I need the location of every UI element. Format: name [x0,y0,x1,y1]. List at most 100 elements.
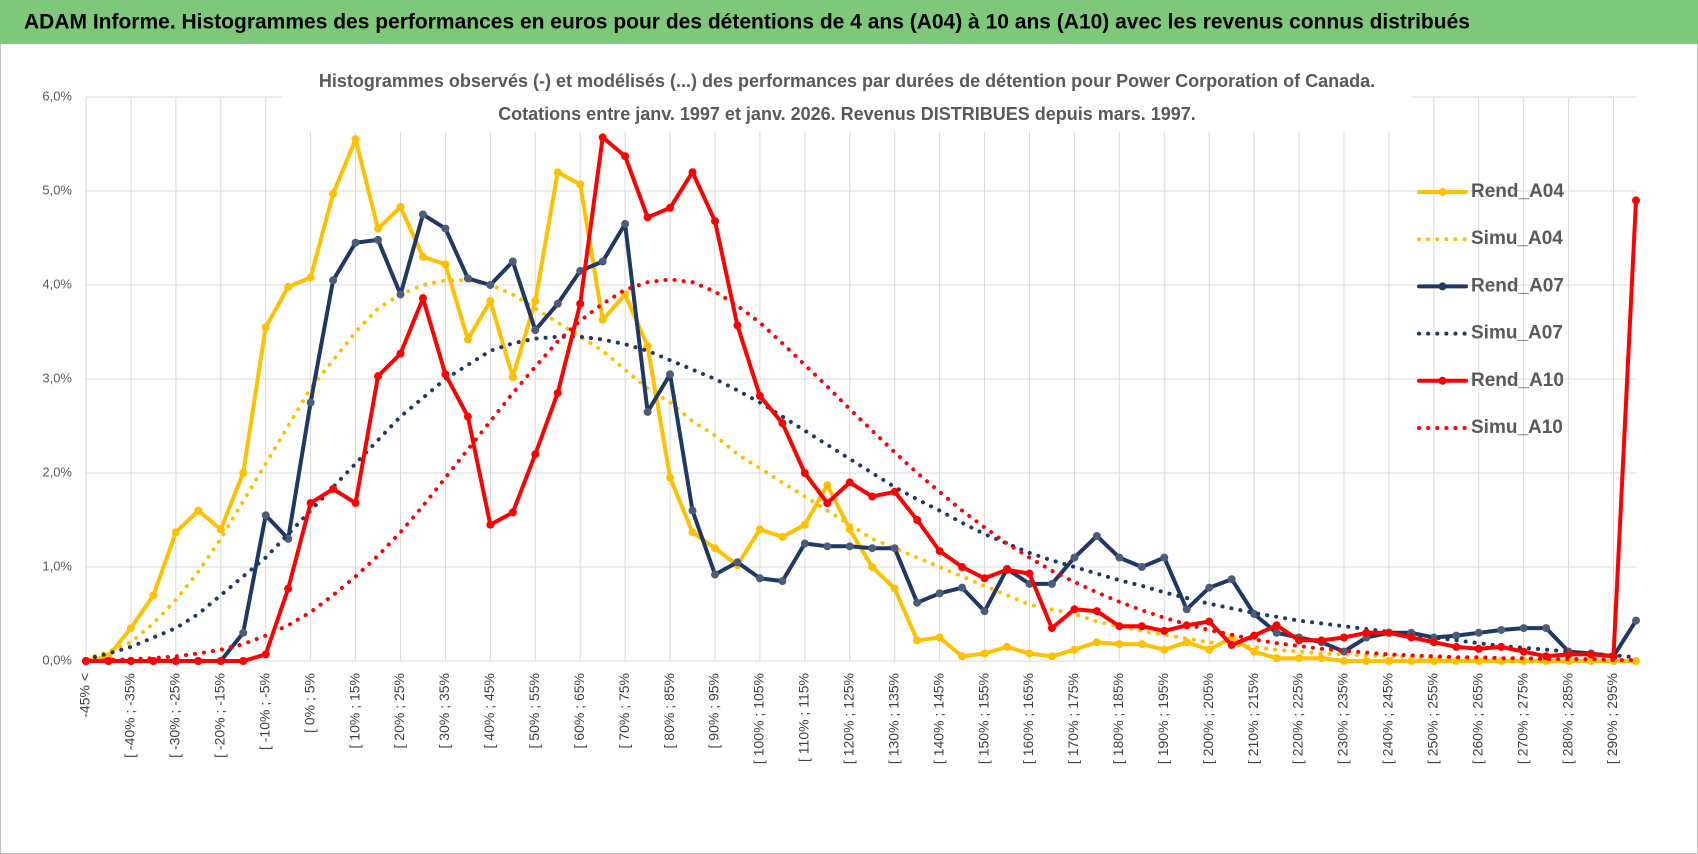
point [329,484,338,493]
x-tick-label: [ 250% ; 255% [1425,673,1441,764]
point [733,558,742,567]
point [890,584,899,593]
point [958,652,967,661]
point [1519,647,1528,656]
point [890,487,899,496]
point [1047,652,1056,661]
title-bar [0,0,1698,44]
point [126,624,135,633]
point [1339,647,1348,656]
y-tick-label: 3,0% [42,370,72,385]
point [666,370,675,379]
point [463,412,472,421]
point [351,499,360,508]
point [688,168,697,177]
x-tick-label: [ 30% ; 35% [436,673,452,749]
point [216,657,225,665]
point [1272,654,1281,663]
point [1384,657,1393,665]
point [980,574,989,583]
point [1632,657,1640,665]
point [845,525,854,534]
point [553,168,562,177]
point [643,213,652,222]
point [1092,607,1101,616]
subtitle-box: Histogrammes observés (-) et modélisés (… [282,66,1412,132]
point [755,391,764,400]
point [778,577,787,586]
point [598,133,607,142]
x-tick-label: [ 180% ; 185% [1110,673,1126,764]
point [576,180,585,189]
point [823,499,832,508]
point [823,481,832,490]
x-tick-label: [ 40% ; 45% [481,673,497,749]
point [396,349,405,358]
point [643,407,652,416]
point [1025,569,1034,578]
observed-line [84,135,1638,663]
y-tick-label: 4,0% [42,276,72,291]
point [329,276,338,285]
point [1115,622,1124,631]
point [239,657,248,665]
point [688,528,697,537]
point [1250,631,1259,640]
point [418,210,427,219]
point [913,516,922,524]
point [194,657,203,665]
x-tick-label: [ 200% ; 205% [1200,673,1216,764]
point [531,326,540,335]
point [1317,636,1326,645]
point [1474,628,1483,637]
point [733,321,742,330]
point [1070,645,1079,654]
x-tick-label: [ 290% ; 295% [1604,673,1620,764]
point [621,152,630,161]
point [1429,657,1438,665]
point [374,224,383,233]
point [508,373,517,382]
point [688,506,697,515]
point [1070,605,1079,614]
point [194,506,203,515]
legend-label: Simu_A10 [1471,417,1563,438]
point [1564,650,1573,659]
point [980,649,989,658]
point [1160,553,1169,562]
x-tick-label: [ 80% ; 85% [661,673,677,749]
point [284,584,293,593]
point [1137,640,1146,649]
point [261,511,270,520]
legend-label: Rend_A07 [1471,275,1564,296]
point [1047,579,1056,588]
plot [82,133,1640,665]
point [486,281,495,289]
point [306,499,315,508]
legend-marker [1438,282,1447,291]
point [710,217,719,226]
point [1205,583,1214,592]
point [306,398,315,407]
grid: 0,0% 1,0% 2,0% 3,0% 4,0% 5,0% 6,0% -45% < [ -40%… [42,88,1636,764]
x-tick-label: -45% < [77,673,93,718]
point [553,389,562,398]
point [576,299,585,308]
point [1407,657,1416,665]
x-tick-label: [ 110% ; 115% [796,673,812,762]
point [284,282,293,291]
point [1250,610,1259,618]
point [890,544,899,553]
observed-line [84,212,1638,663]
x-tick-label: [ 170% ; 175% [1065,673,1081,764]
x-tick-label: [ 140% ; 145% [930,673,946,764]
point [1070,553,1079,562]
y-tick-label: 5,0% [42,182,72,197]
point [935,589,944,598]
point [396,202,405,211]
point [1474,644,1483,653]
x-tick-label: [ 280% ; 285% [1559,673,1575,764]
point [1137,622,1146,631]
